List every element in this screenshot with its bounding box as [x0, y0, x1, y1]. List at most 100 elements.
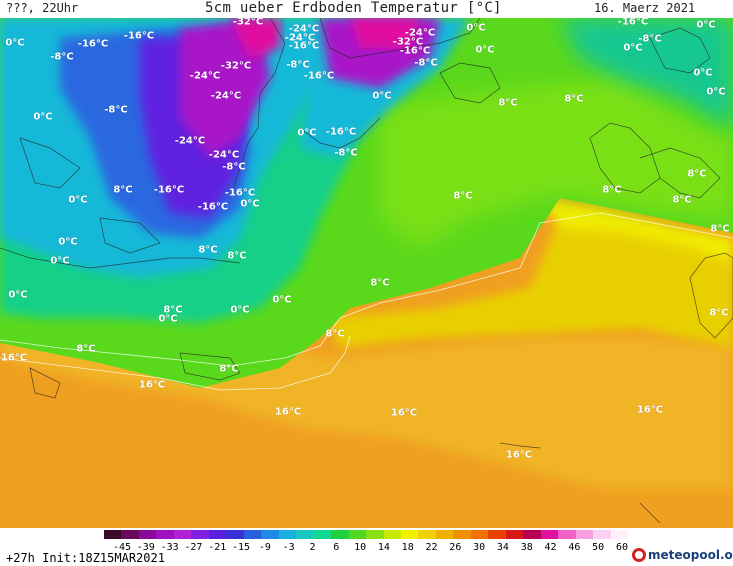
isotherm-label: 16°C — [138, 379, 166, 391]
isotherm-label: 16°C — [505, 449, 533, 461]
scale-tick-label: -33 — [160, 542, 179, 553]
isotherm-label: 8°C — [602, 184, 622, 196]
color-scale-bar — [104, 530, 629, 539]
isotherm-label: 8°C — [710, 223, 730, 235]
color-swatch — [610, 530, 629, 539]
color-swatch — [208, 530, 227, 539]
isotherm-label: 8°C — [325, 328, 345, 340]
isotherm-label: 8°C — [709, 307, 729, 319]
isotherm-label: 8°C — [76, 343, 96, 355]
scale-tick-label: 46 — [568, 542, 581, 553]
scale-tick-label: -39 — [136, 542, 155, 553]
run-label: ???, 22Uhr — [6, 1, 79, 15]
color-swatch — [296, 530, 314, 539]
color-swatch — [435, 530, 454, 539]
brand-text: meteopool.org — [648, 548, 733, 562]
isotherm-label: 8°C — [227, 250, 247, 262]
color-swatch — [313, 530, 332, 539]
isotherm-label: 0°C — [68, 194, 88, 206]
isotherm-label: 0°C — [696, 19, 716, 31]
color-swatch — [523, 530, 541, 539]
isotherm-label: -32°C — [392, 36, 424, 48]
color-swatch — [575, 530, 594, 539]
isotherm-label: 0°C — [240, 198, 260, 210]
color-swatch — [243, 530, 262, 539]
isotherm-label: 0°C — [5, 37, 25, 49]
color-scale-ticks: -45 -39 -33 -27 -21 -15 -9 -3 2 6 10 14 18 22 26 30 34 38… — [104, 542, 628, 554]
color-swatch — [261, 530, 279, 539]
isotherm-label: -16°C — [123, 30, 155, 42]
scale-tick-label: 14 — [377, 542, 390, 553]
isotherm-label: -32°C — [232, 16, 264, 28]
isotherm-label: -24°C — [404, 27, 436, 39]
scale-tick-label: 50 — [592, 542, 605, 553]
isotherm-label: -16°C — [224, 187, 256, 199]
scale-tick-label: -15 — [232, 542, 251, 553]
scale-tick-label: 60 — [615, 542, 629, 553]
isotherm-label: 0°C — [272, 294, 292, 306]
temperature-field — [0, 18, 733, 528]
scale-tick-label: 38 — [520, 542, 533, 553]
isotherm-label: 0°C — [58, 236, 78, 248]
color-swatch — [400, 530, 419, 539]
isotherm-label: -16°C — [288, 40, 320, 52]
header-bar: ???, 22Uhr 5cm ueber Erdboden Temperatur… — [0, 0, 733, 18]
isotherm-label: 8°C — [113, 184, 133, 196]
isotherm-label: -8°C — [286, 59, 310, 71]
isotherm-label: 0°C — [50, 255, 70, 267]
color-swatch — [138, 530, 157, 539]
isotherm-label: 0°C — [158, 313, 178, 325]
scale-tick-label: 34 — [496, 542, 509, 553]
color-swatch — [558, 530, 576, 539]
valid-date: 16. Maerz 2021 — [594, 1, 696, 15]
isotherm-label: -8°C — [334, 147, 358, 159]
isotherm-label: 0°C — [706, 86, 726, 98]
isotherm-label: 0°C — [33, 111, 53, 123]
isotherm-label: -8°C — [104, 104, 128, 116]
scale-tick-label: 18 — [401, 542, 414, 553]
isotherm-label: -8°C — [638, 33, 662, 45]
color-swatch — [348, 530, 367, 539]
color-swatch — [191, 530, 209, 539]
color-swatch — [121, 530, 139, 539]
color-swatch — [540, 530, 559, 539]
isotherms — [0, 212, 733, 391]
scale-tick-label: 42 — [544, 542, 557, 553]
color-swatch — [383, 530, 401, 539]
isotherm-label: 0°C — [623, 42, 643, 54]
scale-tick-label: -3 — [282, 542, 295, 553]
color-swatch — [470, 530, 489, 539]
color-swatch — [418, 530, 436, 539]
isotherm-label: 0°C — [8, 289, 28, 301]
color-swatch — [593, 530, 611, 539]
scale-tick-label: 22 — [425, 542, 438, 553]
isotherm-label: 0°C — [297, 127, 317, 139]
meteopool-logo-icon — [632, 548, 646, 562]
isotherm-label: -16°C — [325, 126, 357, 138]
brand-link[interactable]: meteopool.org — [632, 548, 733, 562]
color-swatch — [278, 530, 297, 539]
isotherm-label: 0°C — [372, 90, 392, 102]
scale-tick-label: 2 — [309, 542, 316, 553]
color-swatch — [505, 530, 524, 539]
isotherm-label: -8°C — [50, 51, 74, 63]
color-swatch — [366, 530, 384, 539]
color-swatch — [331, 530, 349, 539]
isotherm-label: 16°C — [636, 404, 664, 416]
isotherm-label: 0°C — [230, 304, 250, 316]
isotherm-label: 0°C — [466, 22, 486, 34]
isotherm-label: -24°C — [210, 90, 242, 102]
isotherm-label: -16°C — [197, 201, 229, 213]
color-swatch — [226, 530, 244, 539]
isotherm-label: -16°C — [399, 45, 431, 57]
isotherm-label: 8°C — [370, 277, 390, 289]
isotherm-label: 0°C — [693, 67, 713, 79]
isotherm-label: 0°C — [475, 44, 495, 56]
isotherm-label: -24°C — [174, 135, 206, 147]
isotherm-label: -16°C — [77, 38, 109, 50]
isotherm-label: -24°C — [284, 32, 316, 44]
scale-tick-label: 30 — [473, 542, 486, 553]
color-swatch — [173, 530, 192, 539]
isotherm-label: -32°C — [220, 60, 252, 72]
isotherm-label: 16°C — [390, 407, 418, 419]
